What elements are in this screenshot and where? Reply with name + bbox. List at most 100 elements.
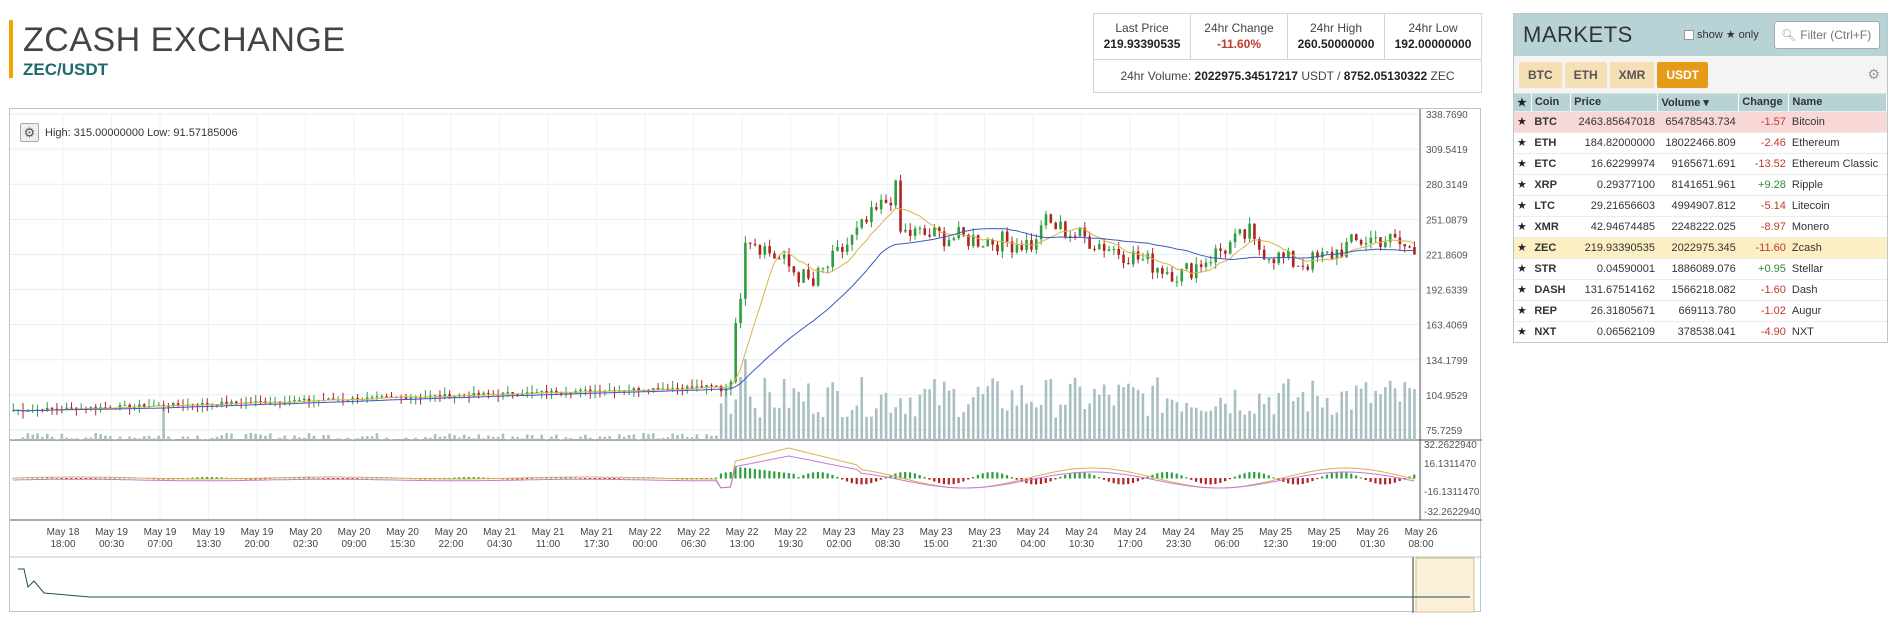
table-row[interactable]: ★ REP 26.31805671 669113.780 -1.02 Augur (1514, 299, 1887, 321)
volume-bar (1185, 402, 1188, 440)
star-icon[interactable]: ★ (1514, 215, 1532, 237)
tab-eth[interactable]: ETH (1564, 61, 1607, 88)
col-coin[interactable]: Coin (1531, 94, 1572, 111)
volume-bar (758, 417, 762, 440)
table-row[interactable]: ★ STR 0.04590001 1886089.076 +0.95 Stellar (1514, 257, 1887, 279)
macd-bar (230, 478, 233, 479)
candle-body (724, 389, 728, 392)
macd-bar (986, 472, 989, 479)
volume-bar (375, 433, 379, 440)
candle-body (1165, 272, 1169, 274)
volume-bar (841, 417, 844, 440)
table-row[interactable]: ★ NXT 0.06562109 378538.041 -4.90 NXT (1514, 320, 1887, 342)
filter-input[interactable] (1800, 28, 1876, 42)
chart-settings-gear-icon[interactable]: ⚙ (20, 123, 39, 142)
volume-bar (1049, 379, 1053, 440)
macd-bar (904, 472, 907, 479)
star-icon[interactable]: ★ (1514, 194, 1532, 216)
volume-bar (1175, 402, 1179, 440)
table-row[interactable]: ★ DASH 131.67514162 1566218.082 -1.60 Dash (1514, 278, 1887, 300)
price-cell: 2463.85647018 (1570, 110, 1658, 132)
volume-bar (1238, 410, 1242, 440)
volume-label: 24hr Volume: (1120, 69, 1192, 83)
markets-settings-gear-icon[interactable]: ⚙ (1867, 66, 1880, 82)
time-tick-time: 11:00 (536, 539, 561, 550)
macd-bar (1272, 477, 1275, 479)
table-row[interactable]: ★ XMR 42.94674485 2248222.025 -8.97 Monero (1514, 215, 1887, 237)
volume-bar (918, 394, 922, 440)
volume-bar (41, 436, 44, 440)
volume-bar (1345, 390, 1348, 440)
col-change[interactable]: Change (1738, 94, 1790, 111)
macd-bar (264, 478, 267, 480)
table-row[interactable]: ★ ETH 184.82000000 18022466.809 -2.46 Ethereu… (1514, 131, 1887, 153)
candle-body (176, 403, 180, 406)
candle-body (913, 228, 917, 236)
candle-body (904, 229, 907, 232)
markets-rows: ★ BTC 2463.85647018 65478543.734 -1.57 Bitcoi… (1514, 110, 1887, 342)
volume-bar (1112, 405, 1116, 440)
table-row[interactable]: ★ LTC 29.21656603 4994907.812 -5.14 Litecoin (1514, 194, 1887, 216)
col-volume[interactable]: Volume ▾ (1657, 94, 1740, 111)
star-icon[interactable]: ★ (1514, 173, 1532, 195)
volume-bar (1228, 413, 1232, 440)
macd-bar (1204, 478, 1207, 485)
candle-body (1364, 243, 1368, 245)
star-icon[interactable]: ★ (1514, 257, 1532, 279)
col-star[interactable]: ★ (1514, 94, 1532, 111)
macd-bar (802, 475, 805, 479)
col-name[interactable]: Name (1788, 94, 1887, 111)
show-starred-option[interactable]: show ★ only (1684, 28, 1759, 41)
table-row[interactable]: ★ BTC 2463.85647018 65478543.734 -1.57 Bitcoi… (1514, 110, 1887, 132)
chart-canvas[interactable]: 338.7690 309.5419 280.3149 251.0879 221.8609… (10, 109, 1482, 613)
macd-bar (622, 477, 626, 479)
star-icon[interactable]: ★ (1514, 131, 1532, 153)
macd-bar (1321, 476, 1324, 479)
star-icon[interactable]: ★ (1514, 152, 1532, 174)
filter-box[interactable]: 🔍︎ (1774, 21, 1880, 49)
candle-body (414, 397, 418, 399)
show-starred-checkbox[interactable] (1684, 29, 1694, 40)
candle-body (55, 408, 59, 410)
star-icon[interactable]: ★ (1514, 299, 1532, 321)
volume-bar (957, 416, 961, 440)
tab-xmr[interactable]: XMR (1609, 61, 1655, 88)
name-cell: Ripple (1788, 173, 1887, 195)
volume-bar (1131, 387, 1135, 440)
table-row[interactable]: ★ ETC 16.62299974 9165671.691 -13.52 Ethereum… (1514, 152, 1887, 174)
volume-bar (225, 433, 228, 440)
table-row[interactable]: ★ XRP 0.29377100 8141651.961 +9.28 Ripple (1514, 173, 1887, 195)
candle-body (1199, 264, 1203, 268)
volume-bar (453, 435, 456, 440)
star-icon[interactable]: ★ (1514, 110, 1532, 132)
col-price[interactable]: Price (1570, 94, 1659, 111)
tab-usdt[interactable]: USDT (1657, 61, 1709, 88)
volume-bar (1340, 391, 1344, 440)
star-icon[interactable]: ★ (1514, 320, 1532, 342)
volume-bar (811, 413, 815, 440)
page-title: ZCASH EXCHANGE (23, 21, 346, 59)
macd-bar (1054, 478, 1057, 480)
volume-bar (433, 434, 437, 440)
star-icon[interactable]: ★ (1514, 278, 1532, 300)
volume-bar (341, 439, 345, 440)
volume-bar (108, 436, 112, 440)
volume-bar (894, 407, 897, 440)
candle-body (380, 396, 384, 398)
coin-cell: REP (1531, 299, 1571, 321)
macd-bar (884, 476, 887, 479)
star-icon[interactable]: ★ (1514, 236, 1532, 258)
tab-btc[interactable]: BTC (1519, 61, 1562, 88)
price-chart[interactable]: 338.7690 309.5419 280.3149 251.0879 221.8609… (9, 108, 1482, 613)
macd-bar (942, 478, 946, 485)
candle-body (1098, 243, 1101, 249)
volume-bar (1224, 403, 1227, 440)
candle-body (778, 258, 781, 260)
candle-body (787, 254, 791, 267)
volume-bar (807, 383, 810, 440)
table-row[interactable]: ★ ZEC 219.93390535 2022975.345 -11.60 Zcash (1514, 236, 1887, 258)
volume-bar (31, 434, 34, 440)
volume-bar (1059, 404, 1062, 440)
volume-bar (685, 437, 689, 440)
candle-body (753, 243, 757, 246)
